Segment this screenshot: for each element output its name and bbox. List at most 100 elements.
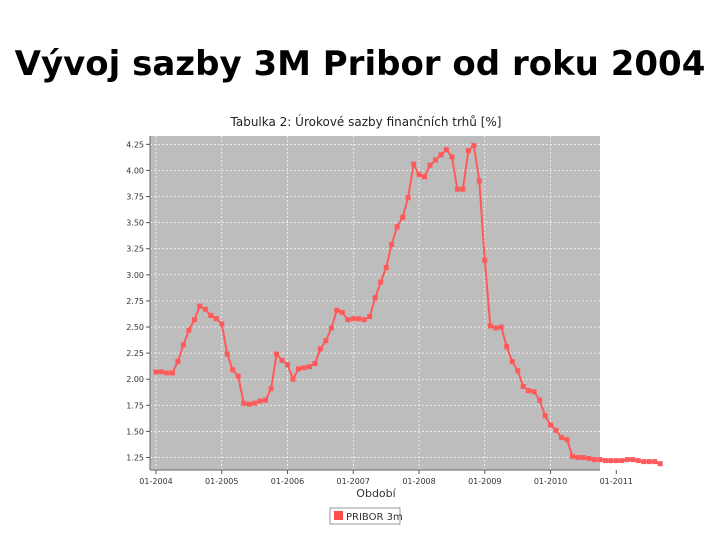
data-point xyxy=(411,161,417,167)
x-axis-ticks: 01-2004 01-2005 01-2006 01-2007 01-2008 01-20… xyxy=(139,470,633,486)
data-point xyxy=(328,325,334,331)
data-point xyxy=(438,152,444,158)
data-point xyxy=(553,427,559,433)
data-point xyxy=(454,186,460,192)
data-point xyxy=(361,317,367,323)
data-point xyxy=(498,324,504,330)
data-point xyxy=(290,376,296,382)
data-point xyxy=(630,457,636,463)
data-point xyxy=(339,309,345,315)
data-point xyxy=(296,366,301,372)
data-point xyxy=(372,295,378,301)
chart-title: Tabulka 2: Úrokové sazby finančních trhů… xyxy=(230,114,502,129)
data-point xyxy=(235,373,241,379)
data-point xyxy=(570,453,575,459)
data-point xyxy=(252,400,258,406)
y-tick-label: 3.75 xyxy=(126,193,144,202)
data-point xyxy=(263,397,269,403)
data-point xyxy=(317,346,323,352)
data-point xyxy=(285,362,290,368)
data-point xyxy=(367,314,373,320)
data-point xyxy=(520,384,526,389)
data-point xyxy=(219,321,225,327)
data-point xyxy=(213,316,219,322)
data-point xyxy=(389,242,395,247)
data-point xyxy=(443,147,449,153)
data-point xyxy=(613,458,619,464)
plot-area xyxy=(150,136,600,470)
y-tick-label: 2.50 xyxy=(126,323,144,332)
data-point xyxy=(257,398,263,404)
data-point xyxy=(531,389,537,395)
data-point xyxy=(602,458,608,464)
data-point xyxy=(515,368,521,374)
data-point xyxy=(208,313,214,318)
data-point xyxy=(312,361,318,366)
y-axis-ticks: 4.25 4.00 3.75 3.50 3.25 3.00 2.75 2.50 2.25 2.00… xyxy=(126,140,150,462)
data-point xyxy=(230,367,236,373)
data-point xyxy=(465,148,471,154)
data-point xyxy=(378,279,384,285)
x-tick-label: 01-2011 xyxy=(600,477,633,486)
x-axis-title: Období xyxy=(356,487,396,500)
x-tick-label: 01-2004 xyxy=(139,477,172,486)
y-tick-label: 1.75 xyxy=(126,401,144,410)
y-tick-label: 1.50 xyxy=(126,427,144,436)
data-point xyxy=(323,338,329,344)
data-point xyxy=(180,342,186,348)
data-point xyxy=(268,386,274,392)
data-point xyxy=(427,162,433,168)
data-point xyxy=(159,369,164,375)
data-point xyxy=(646,459,652,465)
data-point xyxy=(186,327,192,333)
data-point xyxy=(608,458,614,464)
data-point xyxy=(241,400,247,406)
data-point xyxy=(493,325,499,331)
data-point xyxy=(301,365,307,371)
data-point xyxy=(542,413,548,419)
data-point xyxy=(449,154,455,160)
data-point xyxy=(586,456,592,461)
axes xyxy=(149,136,600,471)
data-point xyxy=(482,257,488,263)
x-tick-label: 01-2007 xyxy=(337,477,370,486)
data-point xyxy=(548,422,554,428)
data-point xyxy=(175,358,181,364)
x-tick-label: 01-2008 xyxy=(402,477,435,486)
y-tick-label: 4.25 xyxy=(126,140,144,149)
data-point xyxy=(433,157,438,163)
y-tick-label: 3.00 xyxy=(126,271,144,280)
y-tick-label: 4.00 xyxy=(126,166,144,175)
legend: PRIBOR 3m xyxy=(329,507,403,525)
data-point xyxy=(635,458,641,464)
series-pribor-3m xyxy=(153,142,663,467)
data-point xyxy=(624,457,630,463)
data-point xyxy=(306,364,312,370)
data-point xyxy=(197,303,203,309)
data-point xyxy=(559,435,564,441)
x-tick-label: 01-2009 xyxy=(468,477,501,486)
data-point xyxy=(191,317,197,323)
slide-title: Vývoj sazby 3M Pribor od roku 2004 xyxy=(14,44,706,84)
data-point xyxy=(345,317,351,323)
data-point xyxy=(597,457,603,463)
data-point xyxy=(476,178,482,184)
data-point xyxy=(487,323,493,329)
data-point xyxy=(224,351,230,357)
data-point xyxy=(422,174,427,180)
legend-label: PRIBOR 3m xyxy=(346,512,403,523)
data-point xyxy=(350,316,356,322)
legend-marker xyxy=(334,511,343,520)
data-point xyxy=(416,172,422,178)
data-point xyxy=(564,437,570,443)
data-point xyxy=(641,459,647,465)
data-point xyxy=(164,370,170,376)
y-tick-label: 2.75 xyxy=(126,297,144,306)
data-point xyxy=(394,224,400,230)
data-point xyxy=(526,388,532,394)
data-point xyxy=(202,306,208,312)
y-tick-label: 1.25 xyxy=(126,453,144,462)
data-point xyxy=(591,457,597,463)
x-tick-label: 01-2010 xyxy=(534,477,567,486)
